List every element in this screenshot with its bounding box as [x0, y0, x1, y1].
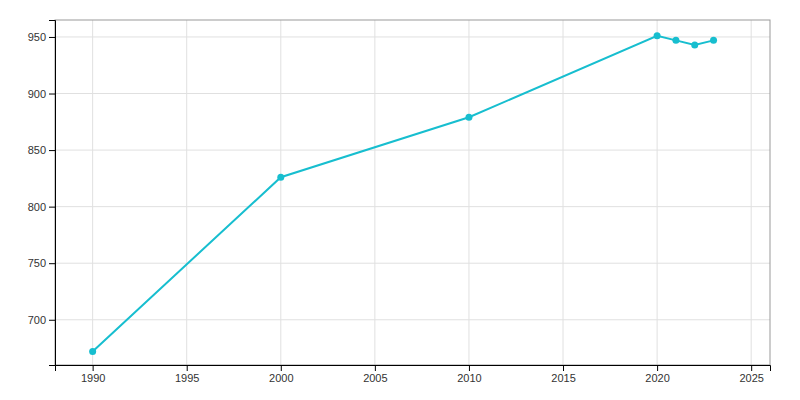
point: [710, 37, 717, 44]
point: [691, 41, 698, 48]
y-tick-mark: [49, 320, 55, 321]
x-tick-label: 2010: [457, 372, 481, 384]
y-axis: 700 750 800 850 900 950: [28, 21, 56, 366]
point: [654, 32, 661, 39]
y-tick: 850: [28, 144, 55, 156]
data-layer: [89, 32, 717, 355]
grid-line-x: [751, 20, 752, 365]
y-tick: 950: [28, 31, 55, 43]
y-tick-label: 950: [28, 31, 46, 43]
y-tick: 750: [28, 257, 55, 269]
x-tick-mark: [281, 365, 282, 371]
grid: [55, 20, 770, 365]
x-tick-label: 1995: [175, 372, 199, 384]
x-tick-mark: [187, 365, 188, 371]
grid-line-x: [186, 20, 187, 365]
x-axis-line: [56, 366, 771, 372]
x-tick-mark: [657, 365, 658, 371]
y-tick: 800: [28, 201, 55, 213]
grid-line-x: [657, 20, 658, 365]
x-axis: 1990 1995 2000 2005 2010 2015 2020 2025: [56, 365, 771, 384]
plot-area: 1990 1995 2000 2005 2010 2015 2020 2025 700 750 80…: [28, 20, 771, 384]
grid-line-y: [55, 263, 770, 264]
x-tick: 1990: [81, 365, 105, 384]
y-tick-label: 850: [28, 144, 46, 156]
x-tick: 2010: [457, 365, 481, 384]
grid-line-x: [468, 20, 469, 365]
x-tick: 2025: [739, 365, 763, 384]
line: [93, 36, 714, 352]
point: [89, 348, 96, 355]
plot-frame: [55, 20, 770, 365]
y-tick-label: 900: [28, 88, 46, 100]
x-tick-label: 2000: [269, 372, 293, 384]
point: [277, 174, 284, 181]
x-tick-label: 2025: [739, 372, 763, 384]
x-tick-mark: [563, 365, 564, 371]
x-tick-label: 1990: [81, 372, 105, 384]
x-tick: 1995: [175, 365, 199, 384]
y-tick-label: 800: [28, 201, 46, 213]
grid-line-y: [55, 206, 770, 207]
grid-line-x: [92, 20, 93, 365]
grid-line-x: [563, 20, 564, 365]
x-tick: 2020: [645, 365, 669, 384]
x-tick-mark: [469, 365, 470, 371]
x-tick-mark: [375, 365, 376, 371]
x-tick-mark: [751, 365, 752, 371]
x-tick-label: 2015: [551, 372, 575, 384]
grid-line-y: [55, 93, 770, 94]
point: [672, 37, 679, 44]
y-tick-label: 700: [28, 314, 46, 326]
grid-line-x: [280, 20, 281, 365]
x-tick-label: 2020: [645, 372, 669, 384]
grid-line-x: [374, 20, 375, 365]
x-tick-mark: [93, 365, 94, 371]
chart: 1990 1995 2000 2005 2010 2015 2020 2025 700 750 80…: [0, 0, 800, 400]
y-tick-mark: [49, 94, 55, 95]
x-tick: 2005: [363, 365, 387, 384]
y-tick-label: 750: [28, 257, 46, 269]
x-tick: 2015: [551, 365, 575, 384]
y-tick: 900: [28, 88, 55, 100]
y-tick-mark: [49, 150, 55, 151]
point: [465, 114, 472, 121]
y-tick-mark: [49, 207, 55, 208]
x-tick: 2000: [269, 365, 293, 384]
y-tick-mark: [49, 263, 55, 264]
x-tick-label: 2005: [363, 372, 387, 384]
y-tick: 700: [28, 314, 55, 326]
y-axis-line: [49, 21, 56, 366]
grid-line-y: [55, 150, 770, 151]
y-tick-mark: [49, 37, 55, 38]
grid-line-y: [55, 319, 770, 320]
